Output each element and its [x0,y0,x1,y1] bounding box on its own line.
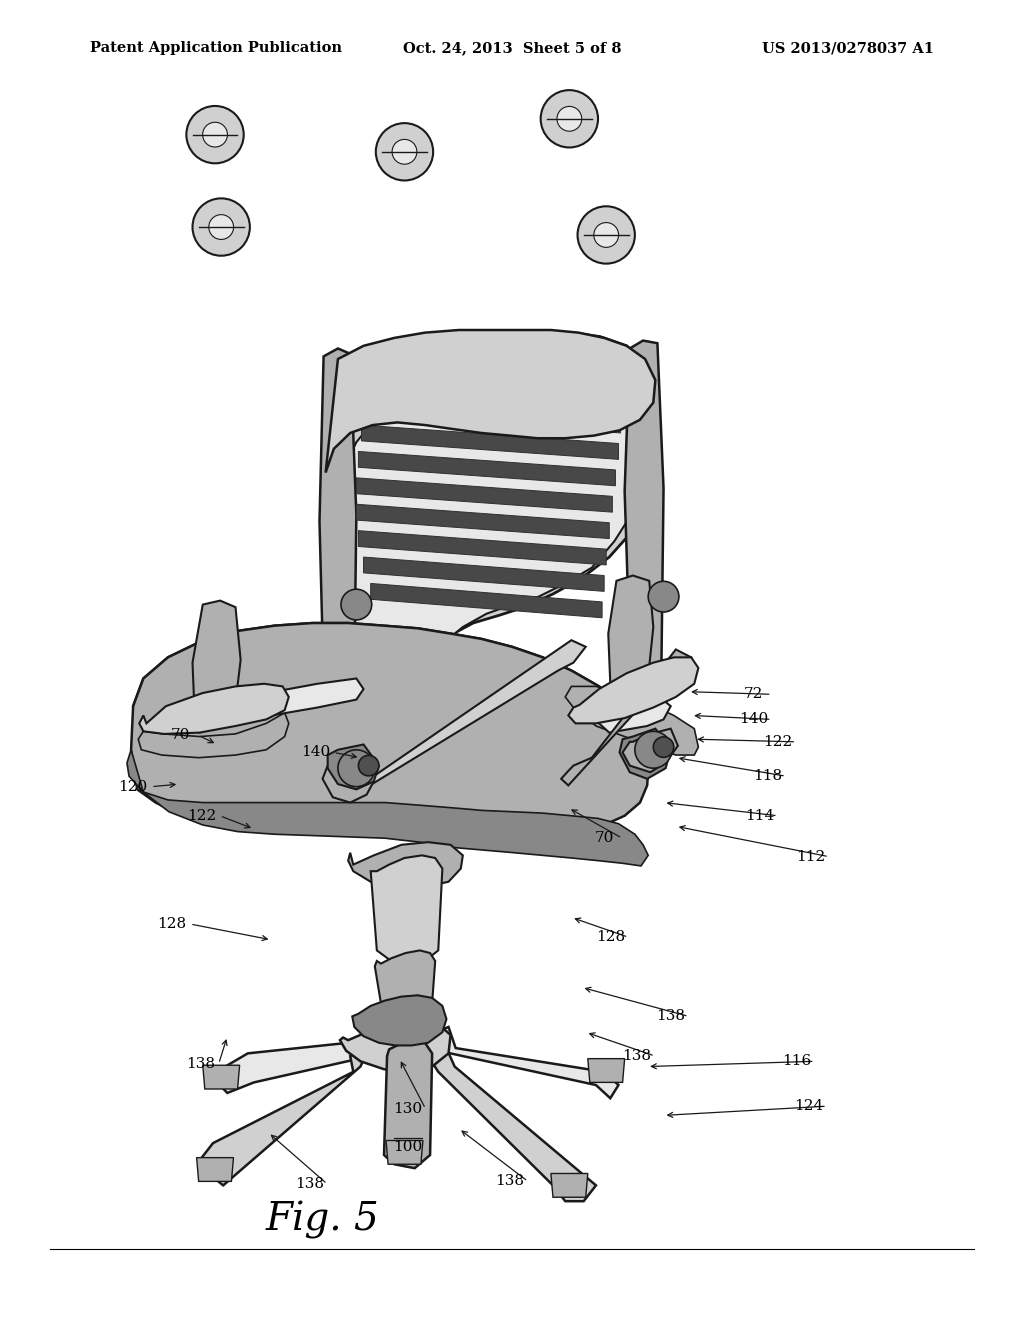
Text: 140: 140 [739,713,768,726]
Text: 124: 124 [795,1100,823,1113]
Polygon shape [364,557,604,591]
Polygon shape [338,348,645,752]
Text: 130: 130 [393,1102,422,1115]
Circle shape [338,750,375,787]
Text: Patent Application Publication: Patent Application Publication [90,41,342,55]
Polygon shape [369,372,623,405]
Polygon shape [428,1048,596,1201]
Polygon shape [193,601,241,733]
Polygon shape [620,729,671,779]
Polygon shape [319,348,356,759]
Circle shape [557,107,582,131]
Text: 120: 120 [119,780,147,793]
Text: 114: 114 [745,809,774,822]
Text: 72: 72 [744,688,763,701]
Polygon shape [356,478,612,512]
Polygon shape [625,341,664,746]
Polygon shape [326,330,655,473]
Text: 138: 138 [295,1177,324,1191]
Polygon shape [551,1173,588,1197]
Polygon shape [561,649,691,785]
Circle shape [341,589,372,620]
Polygon shape [608,576,653,700]
Polygon shape [358,531,606,565]
Text: 118: 118 [754,770,782,783]
Polygon shape [203,1065,240,1089]
Circle shape [186,106,244,164]
Polygon shape [201,1048,369,1185]
Text: 112: 112 [797,850,825,863]
Polygon shape [328,744,379,789]
Text: 100: 100 [393,1140,422,1154]
Circle shape [594,223,618,247]
Text: 138: 138 [656,1010,685,1023]
Circle shape [209,215,233,239]
Polygon shape [565,686,698,755]
Text: 70: 70 [595,832,613,845]
Text: US 2013/0278037 A1: US 2013/0278037 A1 [762,41,934,55]
Polygon shape [384,1040,432,1168]
Polygon shape [217,1035,371,1093]
Text: 128: 128 [596,931,625,944]
Circle shape [635,731,672,768]
Text: 138: 138 [186,1057,215,1071]
Polygon shape [348,842,463,887]
Circle shape [193,198,250,256]
Polygon shape [127,750,648,866]
Polygon shape [375,950,435,1016]
Polygon shape [599,692,671,733]
Circle shape [648,581,679,612]
Text: 140: 140 [301,746,330,759]
Polygon shape [131,623,650,845]
Polygon shape [133,623,650,763]
Polygon shape [358,451,615,486]
Text: 122: 122 [764,735,793,748]
Polygon shape [365,399,621,433]
Polygon shape [340,640,586,800]
Circle shape [358,755,379,776]
Polygon shape [386,1140,423,1164]
Text: 116: 116 [782,1055,811,1068]
Polygon shape [371,583,602,618]
Text: Oct. 24, 2013  Sheet 5 of 8: Oct. 24, 2013 Sheet 5 of 8 [402,41,622,55]
Text: Fig. 5: Fig. 5 [265,1201,380,1238]
Circle shape [578,206,635,264]
Text: 128: 128 [158,917,186,931]
Polygon shape [197,1158,233,1181]
Polygon shape [371,855,442,964]
Polygon shape [340,1022,451,1072]
Circle shape [541,90,598,148]
Circle shape [653,737,674,758]
Polygon shape [430,1027,618,1098]
Circle shape [203,123,227,147]
Text: 138: 138 [623,1049,651,1063]
Circle shape [392,140,417,164]
Circle shape [376,123,433,181]
Polygon shape [352,995,446,1045]
Polygon shape [139,684,289,734]
Polygon shape [623,729,678,772]
Polygon shape [323,755,374,803]
Text: 70: 70 [171,729,189,742]
Polygon shape [138,713,289,758]
Text: 138: 138 [496,1175,524,1188]
Polygon shape [588,1059,625,1082]
Polygon shape [361,425,618,459]
Polygon shape [323,333,660,766]
Polygon shape [356,504,609,539]
Polygon shape [568,657,698,723]
Text: 122: 122 [187,809,216,822]
Polygon shape [213,678,364,723]
